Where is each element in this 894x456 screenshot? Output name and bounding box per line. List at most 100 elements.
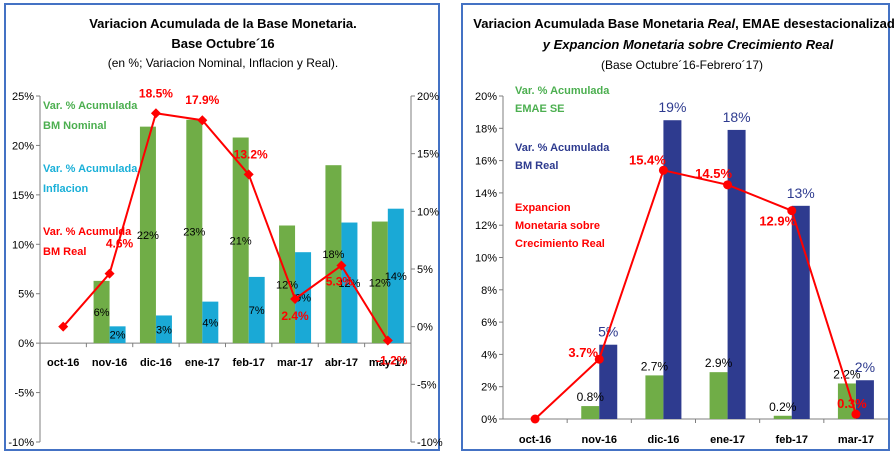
legend-label: Var. % Acumulada xyxy=(515,142,610,154)
bar xyxy=(341,222,358,344)
y-tick-label-left: -10% xyxy=(8,437,34,449)
bar-data-label: 21% xyxy=(230,235,252,247)
series-line-real xyxy=(62,112,389,342)
line-point xyxy=(851,409,861,419)
bar xyxy=(202,301,219,344)
line-data-label: 13.2% xyxy=(234,147,268,161)
bar-data-label: 2.2% xyxy=(833,367,861,381)
y-tick-label-left: 10% xyxy=(12,239,34,251)
y-tick-label-left: 15% xyxy=(12,190,34,202)
legend-label: Var. % Acumulda xyxy=(43,226,132,238)
line-data-label: 3.7% xyxy=(568,345,598,360)
y-tick-label-right: 20% xyxy=(417,91,439,103)
line-data-label: 0.3% xyxy=(837,396,867,411)
bar-data-label: 2% xyxy=(110,330,126,342)
x-tick-label: feb-17 xyxy=(232,357,264,369)
y-tick-label: 16% xyxy=(475,156,497,168)
y-tick-label-right: 15% xyxy=(417,149,439,161)
bar-data-label: 2.9% xyxy=(705,356,733,370)
legend-label: Var. % Acumulada xyxy=(515,85,610,97)
y-tick-label: 20% xyxy=(475,91,497,103)
series-line-expansion xyxy=(534,169,857,420)
x-tick-label: abr-17 xyxy=(325,357,358,369)
bar-data-label: 3% xyxy=(156,324,172,336)
y-tick-label-left: 25% xyxy=(12,91,34,103)
legend-label: Crecimiento Real xyxy=(515,238,605,250)
line-point xyxy=(243,169,254,180)
bar xyxy=(387,208,404,344)
y-tick-label: 8% xyxy=(481,285,497,297)
chart-real-emae-expansion: Variacion Acumulada Base Monetaria Real,… xyxy=(473,16,894,446)
line-point xyxy=(104,268,115,279)
y-tick-label: 0% xyxy=(481,414,497,426)
title-part-italic: Real xyxy=(708,16,736,31)
y-tick-label: 10% xyxy=(475,253,497,265)
y-tick-label-left: 20% xyxy=(12,140,34,152)
y-tick-label-right: -10% xyxy=(417,437,443,449)
chart-subtitle: (en %; Variacion Nominal, Inflacion y Re… xyxy=(108,56,339,70)
bar-emae xyxy=(645,375,664,419)
line-data-label: 2.4% xyxy=(281,309,309,323)
chart-panel-real-emae: Variacion Acumulada Base Monetaria Real,… xyxy=(461,3,894,451)
bar-emae xyxy=(837,383,856,419)
y-tick-label-left: 5% xyxy=(18,289,34,301)
y-tick-label: 4% xyxy=(481,349,497,361)
line-data-label: 4.6% xyxy=(106,237,134,251)
x-tick-label: may-17 xyxy=(369,357,407,369)
line-point xyxy=(290,293,301,304)
y-tick-label: 14% xyxy=(475,188,497,200)
x-tick-label: oct-16 xyxy=(519,434,551,446)
line-point xyxy=(594,354,604,364)
line-point xyxy=(197,115,208,126)
bar-data-label: 2% xyxy=(855,359,875,375)
x-tick-label: nov-16 xyxy=(92,357,127,369)
chart-title-line2: y Expancion Monetaria sobre Crecimiento … xyxy=(542,37,834,52)
bar-data-label: 0.8% xyxy=(577,390,605,404)
x-tick-label: mar-17 xyxy=(838,434,874,446)
bar-data-label: 13% xyxy=(787,185,815,201)
y-tick-label-left: 0% xyxy=(18,338,34,350)
y-tick-label: 6% xyxy=(481,317,497,329)
bar-emae xyxy=(709,372,728,419)
bar-bm-real xyxy=(663,120,682,419)
y-tick-label: 12% xyxy=(475,220,497,232)
legend-label: EMAE SE xyxy=(515,103,565,115)
line-point xyxy=(658,165,668,175)
title-part-2: , EMAE desestacionalizado xyxy=(735,16,894,31)
bar-data-label: 12% xyxy=(276,279,298,291)
title-part-1: Variacion Acumulada Base Monetaria xyxy=(473,16,707,31)
bar xyxy=(139,126,156,344)
legend-label: Var. % Acumulada xyxy=(43,163,138,175)
chart-title-line2: Base Octubre´16 xyxy=(171,36,274,51)
line-data-label: 5.3% xyxy=(326,275,354,289)
bar-data-label: 12% xyxy=(369,277,391,289)
bar-emae xyxy=(773,415,792,419)
chart-title: Variacion Acumulada Base Monetaria Real,… xyxy=(473,16,894,31)
y-tick-label-left: -5% xyxy=(14,388,34,400)
x-tick-label: dic-16 xyxy=(648,434,680,446)
bar-data-label: 7% xyxy=(249,305,265,317)
legend-label: Expancion xyxy=(515,202,571,214)
bar-bm-real xyxy=(791,205,810,419)
line-point xyxy=(150,108,161,119)
bar xyxy=(186,119,203,344)
line-data-label: 15.4% xyxy=(629,152,666,167)
bar-data-label: 22% xyxy=(137,230,159,242)
bar-emae xyxy=(581,406,600,419)
bar-bm-real xyxy=(727,129,746,419)
x-tick-label: mar-17 xyxy=(277,357,313,369)
x-tick-label: ene-17 xyxy=(185,357,220,369)
bar xyxy=(295,252,312,344)
bar-bm-real xyxy=(599,344,618,419)
bar xyxy=(371,221,388,344)
y-tick-label-right: 10% xyxy=(417,206,439,218)
legend-label: Monetaria sobre xyxy=(515,220,600,232)
legend-label: BM Real xyxy=(515,160,558,172)
legend-label: Var. % Acumulada xyxy=(43,100,138,112)
y-tick-label-right: -5% xyxy=(417,379,437,391)
y-tick-label: 2% xyxy=(481,382,497,394)
bar-data-label: 18% xyxy=(322,249,344,261)
bar-data-label: 4% xyxy=(202,317,218,329)
legend-label: BM Nominal xyxy=(43,120,107,132)
bar xyxy=(232,137,249,344)
